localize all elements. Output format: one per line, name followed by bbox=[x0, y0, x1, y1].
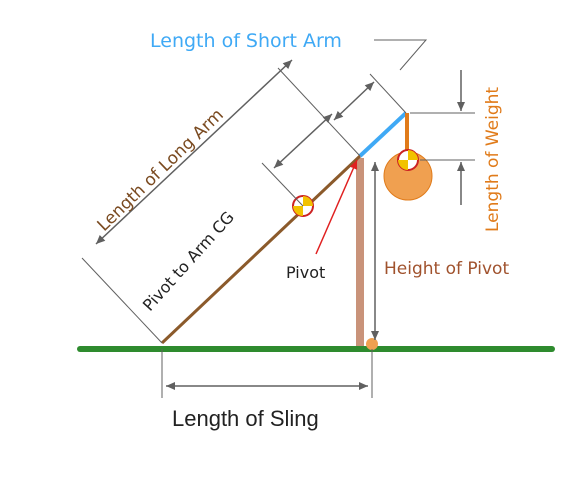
height-of-pivot-label: Height of Pivot bbox=[384, 259, 509, 279]
tower-base-marker bbox=[366, 338, 378, 350]
pivot-label: Pivot bbox=[286, 263, 325, 282]
extension-lines bbox=[81, 39, 475, 398]
long-arm-label: Length of Long Arm bbox=[94, 105, 228, 236]
weight-label: Length of Weight bbox=[483, 87, 503, 232]
pivot-to-cg-label: Pivot to Arm CG bbox=[139, 208, 238, 315]
long-arm-dimension bbox=[95, 59, 293, 245]
pivot-arrow bbox=[315, 159, 358, 255]
center-of-gravity-icon bbox=[397, 149, 419, 171]
short-arm-dimension bbox=[333, 81, 375, 121]
sling-label: Length of Sling bbox=[172, 406, 319, 431]
short-arm-label: Length of Short Arm bbox=[150, 30, 342, 52]
pivot-to-cg-dimension bbox=[273, 113, 333, 169]
short-arm bbox=[358, 111, 408, 158]
pivot-tower bbox=[356, 158, 364, 346]
long-arm bbox=[160, 154, 362, 345]
